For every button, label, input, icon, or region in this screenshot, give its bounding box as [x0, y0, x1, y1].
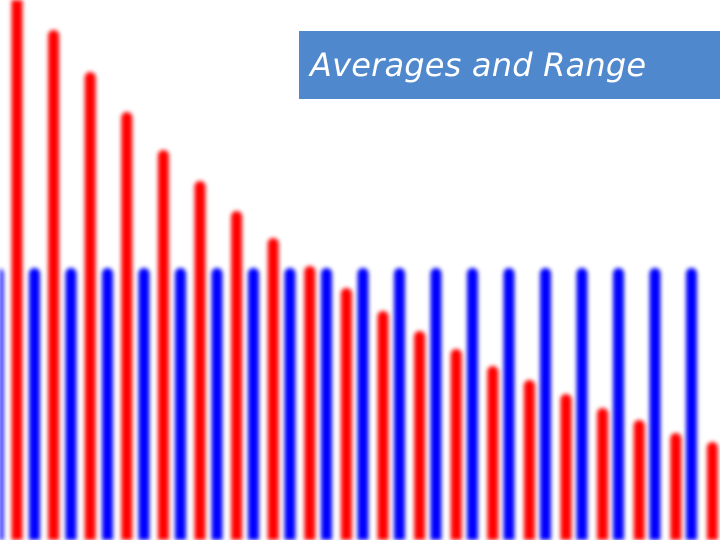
blue-bar: [394, 268, 405, 540]
blue-bar: [467, 268, 478, 540]
red-bar: [414, 331, 426, 540]
blue-bar: [175, 268, 186, 540]
red-bar: [231, 211, 243, 540]
blue-bar: [613, 268, 624, 540]
red-bar: [194, 181, 206, 540]
title-banner: Averages and Range: [299, 31, 720, 99]
blue-bar: [29, 268, 40, 540]
blue-bar: [138, 268, 150, 540]
blue-bar: [0, 268, 4, 540]
red-bar: [450, 349, 462, 540]
red-bar: [304, 266, 316, 540]
red-bar: [157, 150, 169, 540]
red-bar: [267, 238, 279, 540]
blue-bar: [649, 268, 661, 540]
red-bar: [11, 0, 23, 540]
blue-bar: [540, 268, 551, 540]
red-bar: [487, 366, 499, 540]
red-bar: [523, 380, 535, 540]
red-bar: [121, 112, 133, 540]
slide-title: Averages and Range: [310, 46, 647, 84]
red-bar: [670, 433, 682, 540]
red-bar: [377, 311, 389, 540]
red-bar: [633, 420, 645, 540]
red-bar: [560, 394, 572, 540]
blue-bar: [102, 268, 113, 540]
red-bar: [340, 288, 352, 540]
blue-bar: [284, 268, 296, 540]
blue-bar: [357, 268, 369, 540]
blue-bar: [65, 268, 77, 540]
blue-bar: [430, 268, 442, 540]
blue-bar: [248, 268, 259, 540]
red-bar: [706, 442, 718, 540]
blue-bar: [321, 268, 332, 540]
red-bar: [84, 72, 96, 540]
red-bar: [48, 30, 60, 540]
blue-bar: [503, 268, 515, 540]
blue-bar: [576, 268, 588, 540]
blue-bar: [211, 268, 223, 540]
blue-bar: [686, 268, 697, 540]
red-bar: [597, 408, 609, 540]
